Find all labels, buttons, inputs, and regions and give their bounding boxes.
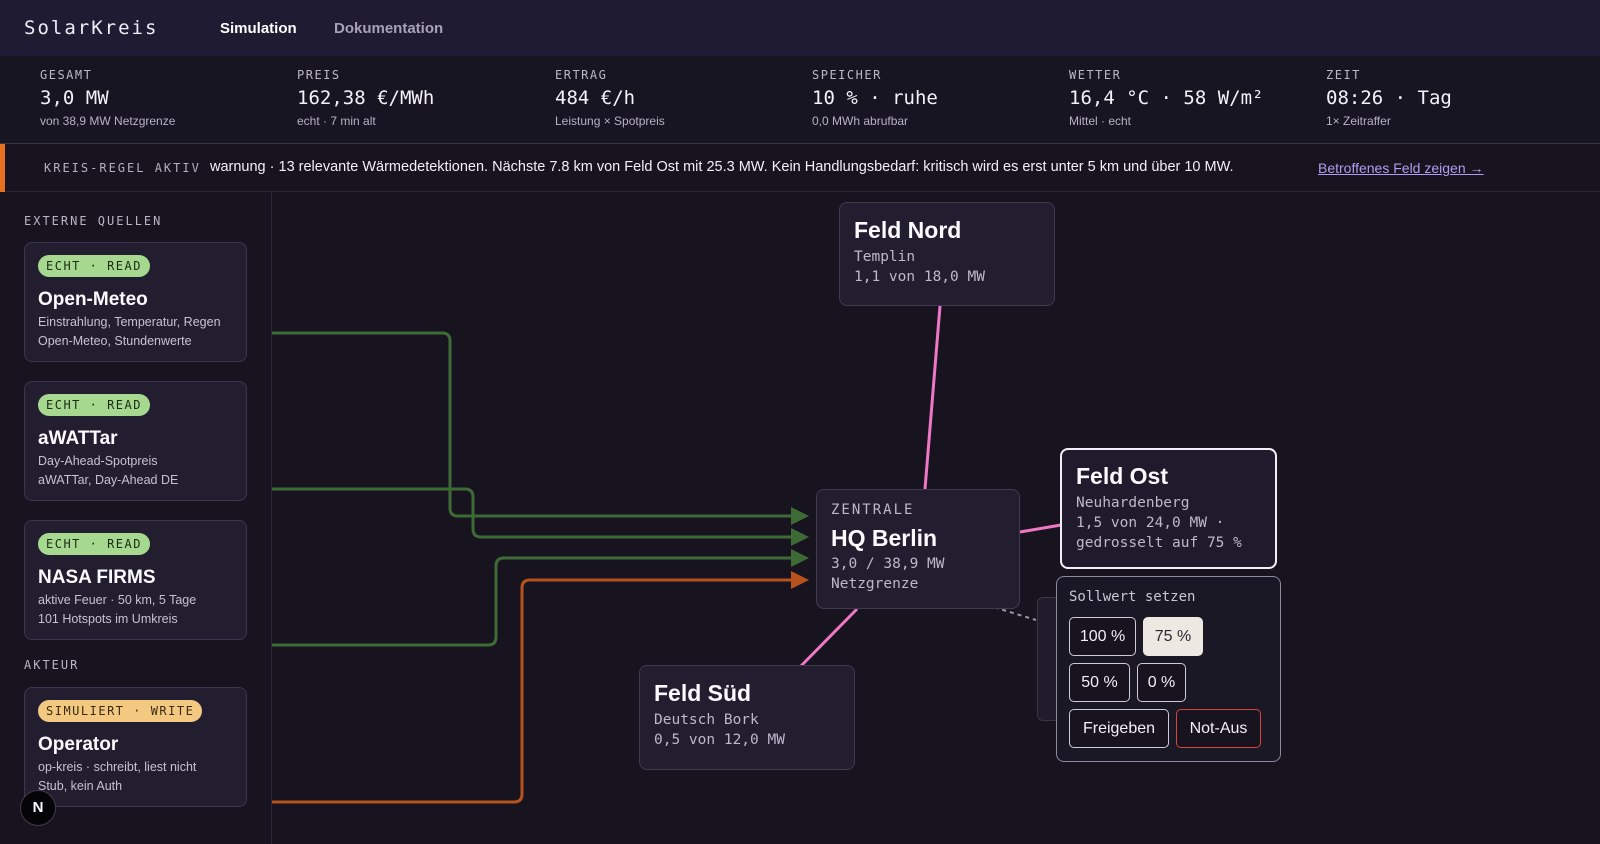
node-location: Templin [854,249,916,265]
stat-sub: Mittel · echt [1069,114,1132,128]
node-power: 1,1 von 18,0 MW [854,269,985,285]
node-location: Deutsch Bork [654,712,759,728]
source-badge: ECHT · READ [38,533,150,555]
node-power: 0,5 von 12,0 MW [654,732,785,748]
source-detail: aktive Feuer · 50 km, 5 Tage [38,593,197,607]
actor-detail: Stub, kein Auth [38,779,123,793]
node-title: HQ Berlin [831,525,938,551]
wire-nasa-firms [272,549,809,647]
stat-preis: PREIS 162,38 €/MWh echt · 7 min alt [297,68,547,128]
source-badge: ECHT · READ [38,255,150,277]
node-zentrale[interactable]: ZENTRALE HQ Berlin 3,0 / 38,9 MW Netzgre… [816,489,1020,609]
actor-header: AKTEUR [24,658,80,672]
setpoint-50-button[interactable]: 50 % [1069,663,1130,702]
node-title: Feld Ost [1076,463,1169,489]
stat-label: SPEICHER [812,68,882,82]
stat-sub: 0,0 MWh abrufbar [812,114,909,128]
wire-operator [272,571,809,804]
node-feld-ost[interactable]: Feld Ost Neuhardenberg 1,5 von 24,0 MW ·… [1060,448,1277,569]
setpoint-popover: Sollwert setzen 100 % 75 % 50 % 0 % Frei… [1056,576,1281,762]
show-field-link[interactable]: Betroffenes Feld zeigen → [1318,160,1484,176]
actor-card-operator[interactable]: SIMULIERT · WRITE Operator op-kreis · sc… [24,687,247,807]
setpoint-header: Sollwert setzen [1069,589,1196,605]
alert-accent [0,144,5,192]
wire-open-meteo [272,331,809,525]
link-sued [798,607,859,669]
source-detail: Day-Ahead-Spotpreis [38,454,158,468]
source-detail: Open-Meteo, Stundenwerte [38,334,192,348]
release-button[interactable]: Freigeben [1069,709,1169,748]
emergency-stop-button[interactable]: Not-Aus [1176,709,1261,748]
n-logo-button[interactable]: N [20,790,56,826]
setpoint-0-button[interactable]: 0 % [1137,663,1186,702]
stat-value: 08:26 · Tag [1326,87,1452,109]
node-limit: Netzgrenze [831,576,919,592]
stat-value: 484 €/h [555,87,636,109]
node-status: gedrosselt auf 75 % [1076,535,1242,551]
wire-awattar [272,487,809,546]
setpoint-100-button[interactable]: 100 % [1069,617,1136,656]
actor-badge: SIMULIERT · WRITE [38,700,203,722]
stat-label: WETTER [1069,68,1122,82]
source-detail: aWATTar, Day-Ahead DE [38,473,179,487]
stat-sub: Leistung × Spotpreis [555,114,665,128]
alert-tag: KREIS-REGEL AKTIV [44,161,201,175]
stat-gesamt: GESAMT 3,0 MW von 38,9 MW Netzgrenze [40,68,290,128]
actor-name: Operator [38,734,119,755]
stat-value: 16,4 °C · 58 W/m² [1069,87,1264,109]
source-name: Open-Meteo [38,289,148,310]
node-location: Neuhardenberg [1076,495,1190,511]
stat-ertrag: ERTRAG 484 €/h Leistung × Spotpreis [555,68,805,128]
source-detail: 101 Hotspots im Umkreis [38,612,178,626]
node-title: Feld Süd [654,680,752,706]
source-card-open-meteo[interactable]: ECHT · READ Open-Meteo Einstrahlung, Tem… [24,242,247,362]
alert-message: warnung · 13 relevante Wärmedetektionen.… [210,159,1234,175]
app-title: SolarKreis [24,17,159,39]
alert-bar: KREIS-REGEL AKTIV warnung · 13 relevante… [0,144,1600,192]
node-power: 1,5 von 24,0 MW · [1076,515,1225,531]
stat-sub: 1× Zeitraffer [1326,114,1391,128]
source-card-nasa-firms[interactable]: ECHT · READ NASA FIRMS aktive Feuer · 50… [24,520,247,640]
nav-simulation[interactable]: Simulation [220,20,297,37]
stat-zeit: ZEIT 08:26 · Tag 1× Zeitraffer [1326,68,1576,128]
stat-wetter: WETTER 16,4 °C · 58 W/m² Mittel · echt [1069,68,1319,128]
source-name: NASA FIRMS [38,567,156,588]
source-card-awattar[interactable]: ECHT · READ aWATTar Day-Ahead-Spotpreis … [24,381,247,501]
nav-dokumentation[interactable]: Dokumentation [334,20,444,37]
node-feld-nord[interactable]: Feld Nord Templin 1,1 von 18,0 MW [839,202,1055,306]
stat-value: 10 % · ruhe [812,87,938,109]
node-kicker: ZENTRALE [831,502,915,518]
sidebar: EXTERNE QUELLEN ECHT · READ Open-Meteo E… [0,192,272,844]
node-power: 3,0 / 38,9 MW [831,556,945,572]
node-feld-sued[interactable]: Feld Süd Deutsch Bork 0,5 von 12,0 MW [639,665,855,770]
source-name: aWATTar [38,428,118,449]
sources-header: EXTERNE QUELLEN [24,214,163,228]
stat-label: ERTRAG [555,68,608,82]
stat-label: ZEIT [1326,68,1361,82]
stats-strip: GESAMT 3,0 MW von 38,9 MW Netzgrenze PRE… [0,56,1600,144]
top-bar: SolarKreis Simulation Dokumentation [0,0,1600,56]
source-badge: ECHT · READ [38,394,150,416]
stat-value: 3,0 MW [40,87,109,109]
source-detail: Einstrahlung, Temperatur, Regen [38,315,221,329]
stat-label: PREIS [297,68,341,82]
stat-value: 162,38 €/MWh [297,87,435,109]
stat-label: GESAMT [40,68,93,82]
node-title: Feld Nord [854,217,962,243]
stat-speicher: SPEICHER 10 % · ruhe 0,0 MWh abrufbar [812,68,1062,128]
actor-detail: op-kreis · schreibt, liest nicht [38,760,197,774]
stat-sub: von 38,9 MW Netzgrenze [40,114,176,128]
link-nord [923,305,942,490]
setpoint-75-button[interactable]: 75 % [1143,617,1203,656]
stat-sub: echt · 7 min alt [297,114,376,128]
link-ost [1019,523,1062,534]
